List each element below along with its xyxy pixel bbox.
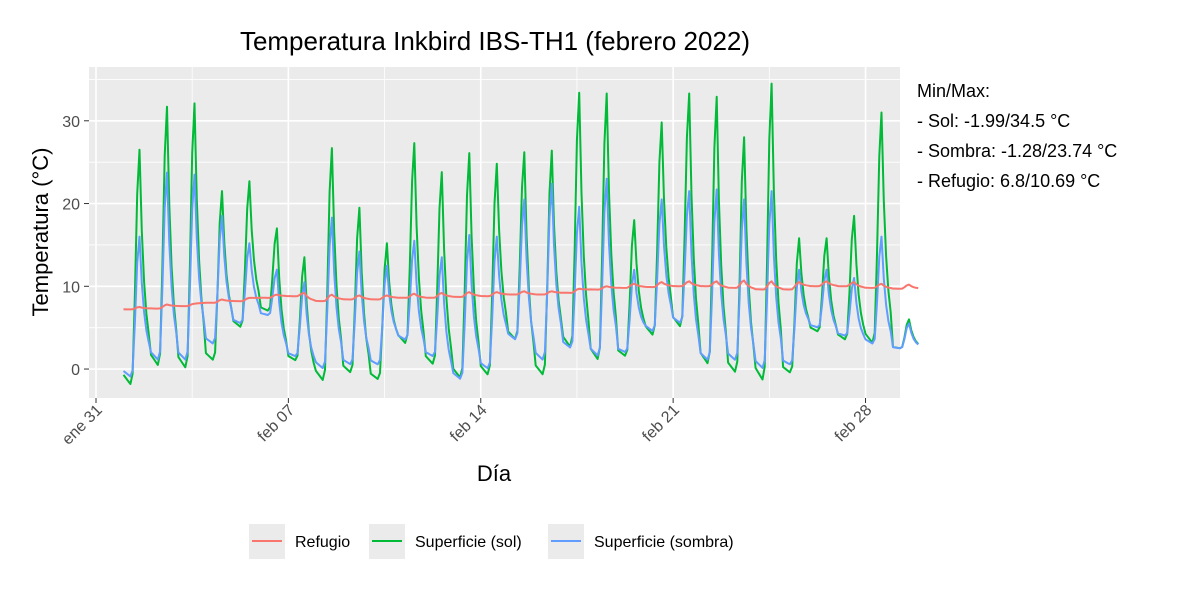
series-lines: [122, 82, 919, 385]
y-tick-label: 20: [62, 197, 80, 214]
chart-title: Temperatura Inkbird IBS-TH1 (febrero 202…: [240, 26, 750, 56]
legend: Refugio Superficie (sol) Superficie (som…: [249, 524, 734, 559]
y-axis-title: Temperatura (°C): [28, 148, 53, 317]
minmax-annotation: Min/Max: - Sol: -1.99/34.5 °C - Sombra: …: [917, 81, 1117, 191]
y-tick-label: 10: [62, 279, 80, 296]
annotation-line: - Sol: -1.99/34.5 °C: [917, 111, 1070, 131]
y-axis: 0 10 20 30: [62, 114, 89, 379]
annotation-line: Min/Max:: [917, 81, 990, 101]
legend-label: Refugio: [295, 534, 350, 551]
legend-label: Superficie (sombra): [594, 534, 734, 551]
x-tick-label: feb 28: [832, 402, 876, 446]
x-axis: ene 31 feb 07 feb 14 feb 21 feb 28: [59, 398, 875, 448]
legend-item-sol: Superficie (sol): [369, 524, 522, 559]
series-line-sol: [122, 82, 919, 385]
x-tick-label: feb 07: [255, 402, 299, 446]
y-tick-label: 0: [71, 362, 80, 379]
legend-item-refugio: Refugio: [249, 524, 350, 559]
x-axis-title: Día: [477, 461, 512, 486]
legend-item-sombra: Superficie (sombra): [548, 524, 734, 559]
series-line-sombra: [122, 171, 919, 380]
x-tick-label: feb 21: [639, 402, 683, 446]
annotation-line: - Refugio: 6.8/10.69 °C: [917, 171, 1100, 191]
x-tick-label: ene 31: [59, 402, 106, 449]
legend-label: Superficie (sol): [415, 534, 522, 551]
x-tick-label: feb 14: [447, 402, 491, 446]
series-line-refugio: [123, 279, 919, 311]
annotation-line: - Sombra: -1.28/23.74 °C: [917, 141, 1117, 161]
y-tick-label: 30: [62, 114, 80, 131]
